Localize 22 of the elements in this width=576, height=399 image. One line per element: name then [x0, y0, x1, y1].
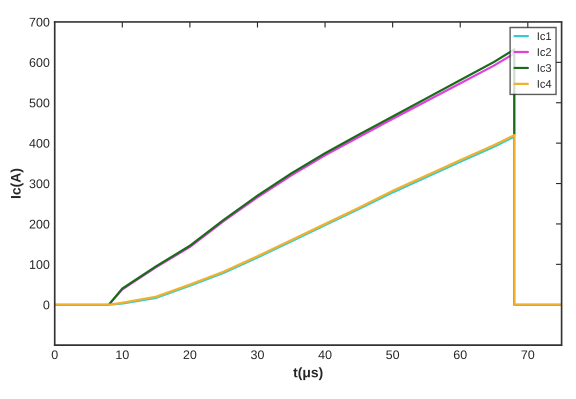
x-tick-label: 10	[116, 350, 129, 360]
y-tick-label: 0	[43, 300, 50, 310]
y-tick-label: 100	[30, 260, 50, 269]
legend-label: Ic2	[538, 48, 552, 56]
y-tick-label: 700	[30, 18, 50, 27]
y-tick-label: 200	[30, 220, 50, 229]
y-tick-label: 600	[30, 58, 50, 67]
legend-label: Ic4	[538, 80, 552, 88]
y-tick-label: 400	[29, 138, 50, 148]
x-axis-title: t(μs)	[293, 367, 323, 380]
x-tick-label: 20	[184, 350, 196, 360]
y-axis-title: Ic(A)	[10, 168, 24, 198]
x-tick-label: 30	[250, 350, 264, 360]
x-tick-label: 70	[521, 350, 534, 360]
y-tick-label: 500	[30, 98, 50, 108]
legend-label: Ic3	[538, 64, 552, 72]
legend-label: Ic1	[538, 32, 552, 40]
x-tick-label: 0	[52, 350, 58, 360]
x-tick-label: 60	[454, 350, 467, 360]
y-tick-label: 300	[29, 179, 50, 188]
x-tick-label: 50	[386, 350, 400, 360]
x-tick-label: 40	[318, 350, 332, 360]
